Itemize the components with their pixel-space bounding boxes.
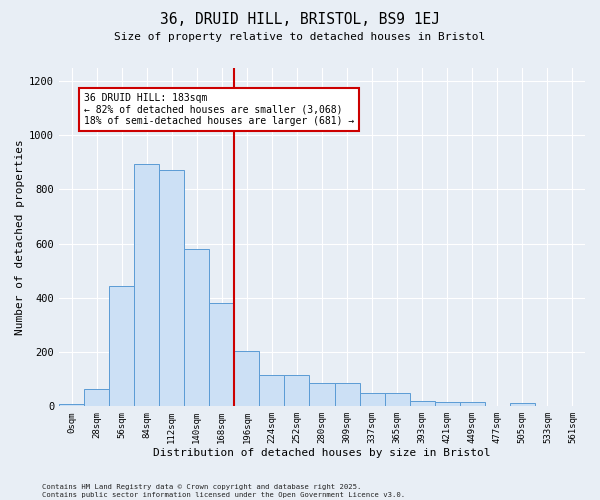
Bar — [510, 403, 535, 406]
Bar — [435, 402, 460, 406]
Text: 36, DRUID HILL, BRISTOL, BS9 1EJ: 36, DRUID HILL, BRISTOL, BS9 1EJ — [160, 12, 440, 28]
Bar — [235, 350, 259, 406]
Bar — [310, 383, 335, 406]
Bar — [84, 388, 109, 406]
Bar — [284, 375, 310, 406]
Bar — [385, 392, 410, 406]
Bar — [259, 375, 284, 406]
X-axis label: Distribution of detached houses by size in Bristol: Distribution of detached houses by size … — [153, 448, 491, 458]
Text: Size of property relative to detached houses in Bristol: Size of property relative to detached ho… — [115, 32, 485, 42]
Text: 36 DRUID HILL: 183sqm
← 82% of detached houses are smaller (3,068)
18% of semi-d: 36 DRUID HILL: 183sqm ← 82% of detached … — [84, 93, 355, 126]
Bar — [134, 164, 159, 406]
Bar — [184, 249, 209, 406]
Y-axis label: Number of detached properties: Number of detached properties — [15, 139, 25, 334]
Bar — [59, 404, 84, 406]
Text: Contains HM Land Registry data © Crown copyright and database right 2025.
Contai: Contains HM Land Registry data © Crown c… — [42, 484, 405, 498]
Bar — [109, 286, 134, 406]
Bar — [410, 401, 435, 406]
Bar — [209, 304, 235, 406]
Bar — [359, 392, 385, 406]
Bar — [460, 402, 485, 406]
Bar — [335, 383, 359, 406]
Bar — [159, 170, 184, 406]
